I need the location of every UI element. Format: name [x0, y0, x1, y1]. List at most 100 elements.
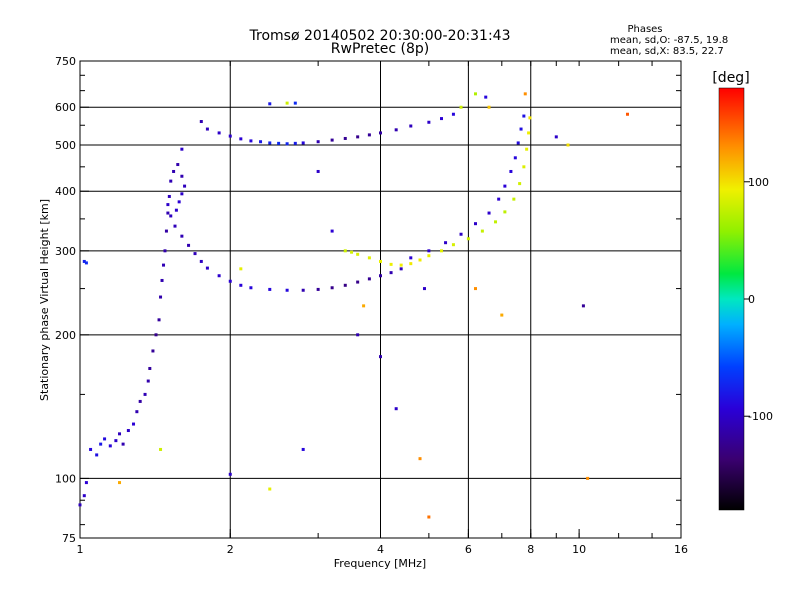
- data-point: [108, 444, 112, 448]
- data-point: [174, 208, 178, 212]
- data-point: [217, 274, 221, 278]
- data-point: [389, 262, 393, 266]
- data-point: [494, 220, 498, 224]
- data-point: [625, 112, 629, 116]
- data-point: [484, 95, 488, 99]
- x-tick-label: 8: [527, 543, 534, 556]
- data-point: [103, 437, 107, 441]
- data-point: [503, 184, 507, 188]
- data-point: [268, 102, 272, 106]
- y-tick-label: 75: [62, 532, 76, 545]
- colorbar-ticks: 100 0 -100: [744, 176, 773, 423]
- data-point: [343, 249, 347, 253]
- data-point: [566, 143, 570, 147]
- data-point: [301, 141, 305, 145]
- data-point: [259, 140, 263, 144]
- data-point: [285, 142, 289, 146]
- data-point: [301, 447, 305, 451]
- data-point: [440, 249, 444, 253]
- data-point: [135, 410, 139, 414]
- data-point: [522, 114, 526, 118]
- grid: [80, 61, 681, 538]
- data-point: [114, 439, 118, 443]
- data-point: [316, 140, 320, 144]
- data-point: [330, 138, 334, 142]
- data-point: [164, 229, 168, 233]
- data-point: [518, 182, 522, 186]
- data-point: [379, 259, 382, 263]
- data-point: [389, 271, 393, 275]
- data-point: [509, 169, 513, 173]
- data-point: [205, 266, 209, 270]
- colorbar-tick-label: -100: [748, 410, 773, 423]
- data-point: [487, 105, 491, 109]
- data-point: [379, 274, 382, 278]
- data-point: [84, 481, 88, 485]
- data-point: [394, 407, 398, 411]
- data-point: [399, 267, 403, 271]
- data-point: [301, 288, 305, 292]
- data-point: [427, 120, 431, 124]
- data-point: [409, 256, 413, 260]
- data-point: [205, 127, 209, 131]
- data-point: [239, 137, 243, 141]
- data-point: [427, 515, 431, 519]
- data-point: [121, 442, 125, 446]
- data-point: [356, 135, 360, 139]
- data-point: [356, 280, 360, 284]
- x-axis-label: Frequency [MHz]: [334, 557, 426, 570]
- data-point: [581, 304, 585, 308]
- data-point: [367, 277, 371, 281]
- data-point: [82, 259, 86, 263]
- data-point: [459, 105, 463, 109]
- data-point: [554, 135, 558, 139]
- data-point: [277, 141, 281, 145]
- data-point: [497, 197, 501, 201]
- data-point: [367, 133, 371, 137]
- data-point: [522, 165, 526, 169]
- data-point: [249, 286, 253, 290]
- data-point: [362, 304, 366, 308]
- data-point: [409, 124, 413, 128]
- data-point: [148, 366, 152, 370]
- x-tick-label: 10: [572, 543, 586, 556]
- data-point: [143, 392, 147, 396]
- colorbar: [deg] 100 0 -100: [712, 70, 773, 511]
- x-tick-label: 16: [674, 543, 688, 556]
- colorbar-gradient: [718, 87, 745, 511]
- data-point: [480, 229, 484, 233]
- y-tick-label: 300: [55, 245, 76, 258]
- x-tick-label: 2: [227, 543, 234, 556]
- data-point: [159, 295, 163, 299]
- chart-subtitle: RwPretec (8p): [331, 41, 429, 57]
- ticks: 1 2 4 6 8 10 16 75 100 200 300 400 500 600 750: [55, 55, 688, 556]
- data-point: [89, 447, 93, 451]
- data-point: [172, 169, 176, 173]
- data-point: [527, 131, 531, 135]
- data-point: [95, 453, 99, 457]
- data-point: [451, 112, 455, 116]
- y-tick-label: 500: [55, 139, 76, 152]
- data-point: [228, 472, 232, 476]
- data-point: [473, 92, 477, 96]
- stats-line2: mean, sd,X: 83.5, 22.7: [610, 46, 724, 57]
- data-point: [586, 476, 590, 480]
- data-point: [367, 256, 371, 260]
- stats-line1: mean, sd,O: -87.5, 19.8: [610, 35, 728, 46]
- data-point: [316, 169, 320, 173]
- data-point: [330, 286, 334, 290]
- data-point: [157, 318, 161, 322]
- data-point: [293, 101, 297, 105]
- stats-label: Phases: [627, 24, 662, 35]
- data-point: [239, 283, 243, 287]
- data-point: [516, 141, 520, 145]
- data-point: [187, 243, 191, 247]
- data-point: [183, 184, 187, 188]
- data-point: [151, 349, 155, 353]
- data-point: [228, 279, 232, 283]
- data-point: [159, 447, 163, 451]
- data-point: [487, 211, 491, 215]
- data-point: [169, 179, 173, 183]
- data-point: [528, 116, 532, 120]
